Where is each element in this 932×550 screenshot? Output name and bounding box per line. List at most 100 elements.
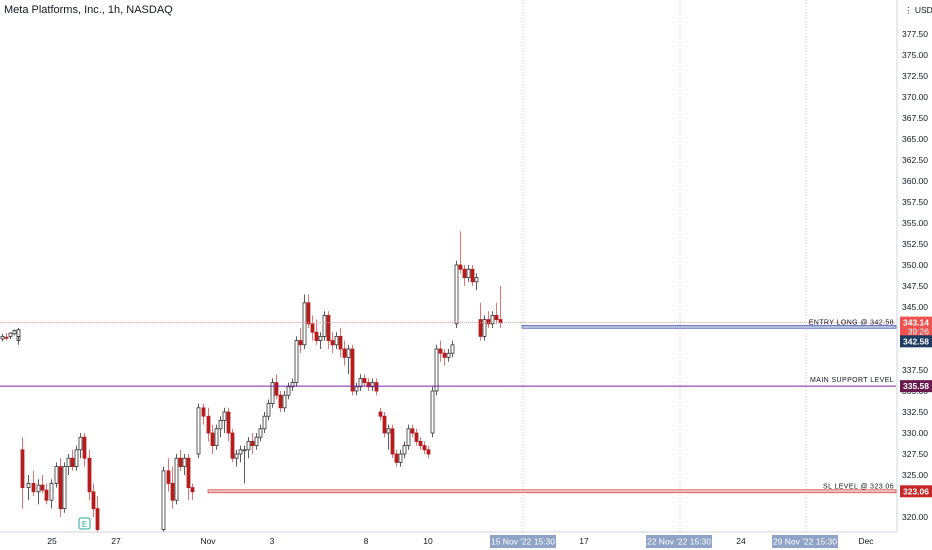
price-tick-label: 360.00	[902, 176, 928, 186]
candle-body	[174, 457, 179, 501]
candle-body	[394, 453, 399, 463]
candle-body	[350, 348, 355, 392]
candle-body	[242, 449, 247, 452]
candle-body	[366, 382, 371, 388]
sl-price-tag: 323.06	[903, 486, 929, 496]
time-tick-label: 27	[111, 536, 121, 546]
candle-body	[170, 482, 175, 501]
candle-body	[334, 335, 339, 346]
candle-body	[410, 428, 415, 434]
price-tick-label: 352.50	[902, 239, 928, 249]
candle-body	[70, 457, 75, 468]
candle-body	[26, 482, 31, 488]
candle-body	[374, 382, 379, 392]
candle-body	[8, 332, 13, 337]
time-tag: 22 Nov '22 15:30	[647, 537, 711, 547]
candle-body	[470, 268, 475, 283]
candle-body	[36, 484, 41, 493]
candle-body	[294, 340, 299, 384]
price-tick-label: 345.00	[902, 302, 928, 312]
sl-price-tag-bg	[900, 485, 932, 498]
price-tick-label: 332.50	[902, 407, 928, 417]
candle-body	[450, 344, 455, 354]
price-tick-label: 320.00	[902, 512, 928, 522]
candle-body	[338, 335, 343, 350]
candle-body	[182, 457, 187, 468]
time-tick-label: 24	[736, 536, 746, 546]
candle-body	[406, 428, 411, 446]
time-tag-bg	[772, 535, 838, 548]
price-tick-label: 325.00	[902, 470, 928, 480]
price-levels: ENTRY LONG @ 342.58 MAIN SUPPORT LEVEL SL …	[0, 319, 897, 530]
last-price-tag-bg	[900, 316, 932, 337]
candle-body	[66, 457, 71, 468]
candle-body	[95, 508, 100, 531]
candle-body	[270, 382, 275, 405]
candle-body	[330, 340, 335, 346]
candle-body	[87, 457, 92, 493]
candle-body	[378, 411, 383, 417]
candle-body	[4, 336, 9, 339]
time-tag-bg	[490, 535, 556, 548]
candle-body	[318, 335, 323, 341]
time-tick-label: 3	[270, 536, 275, 546]
candle-body	[246, 440, 251, 451]
time-tag-bg	[646, 535, 712, 548]
candle-body	[196, 407, 201, 455]
candle-body	[430, 390, 435, 434]
candlestick-series	[0, 231, 503, 538]
candle-body	[402, 445, 407, 455]
candle-body	[302, 302, 307, 346]
price-tick-label: 355.00	[902, 218, 928, 228]
candle-body	[414, 432, 419, 442]
support-price-tag-bg	[900, 380, 932, 393]
candle-body	[0, 335, 5, 340]
candle-body	[16, 329, 21, 337]
sl-level-label: SL LEVEL @ 323.06	[823, 483, 894, 490]
candle-body	[218, 419, 223, 430]
time-tag: 29 Nov '22 15:30	[773, 537, 837, 547]
event-badge	[78, 517, 91, 530]
time-tick-label: 17	[579, 536, 589, 546]
candle-body	[230, 432, 235, 459]
price-tick-label: 377.50	[902, 29, 928, 39]
candle-body	[306, 302, 311, 325]
candle-body	[206, 415, 211, 434]
price-tick-label: 357.50	[902, 197, 928, 207]
candle-body	[458, 264, 463, 270]
time-axis[interactable]: 25 27 Nov 3 8 10 17 24 Dec 15 Nov '22 15:30 22 Nov…	[0, 531, 897, 550]
candle-body	[370, 382, 375, 388]
candle-body	[49, 482, 54, 501]
last-price-tag: 343.14	[903, 318, 929, 328]
candle-body	[274, 382, 279, 396]
candle-body	[442, 352, 447, 358]
candle-body	[166, 470, 171, 484]
candle-body	[434, 348, 439, 392]
support-price-tag: 335.58	[903, 381, 929, 391]
price-tick-label: 367.50	[902, 113, 928, 123]
earnings-event-icon: E	[78, 517, 91, 530]
price-tick-label: 372.50	[902, 71, 928, 81]
event-letter: E	[82, 520, 87, 529]
time-tag: 15 Nov '22 15:30	[491, 537, 555, 547]
sl-level-line	[207, 489, 897, 494]
chart-title: Meta Platforms, Inc., 1h, NASDAQ	[4, 4, 173, 16]
price-tick-label: 330.00	[902, 428, 928, 438]
price-axis[interactable]: ⋮ USD 377.50 375.00 372.50 370.00 367.50 365.0…	[896, 0, 932, 550]
price-tick-label: 350.00	[902, 260, 928, 270]
candle-body	[62, 466, 67, 510]
candle-body	[58, 466, 63, 510]
candle-body	[222, 411, 227, 421]
candle-body	[494, 314, 499, 320]
candle-body	[91, 491, 96, 509]
candle-body	[486, 319, 491, 325]
candle-body	[201, 407, 206, 417]
candle-body	[82, 436, 87, 459]
candle-body	[474, 277, 479, 283]
candle-body	[422, 445, 427, 451]
candle-body	[326, 314, 331, 341]
candle-body	[190, 487, 195, 493]
candle-body	[266, 403, 271, 417]
candle-body	[286, 386, 291, 396]
